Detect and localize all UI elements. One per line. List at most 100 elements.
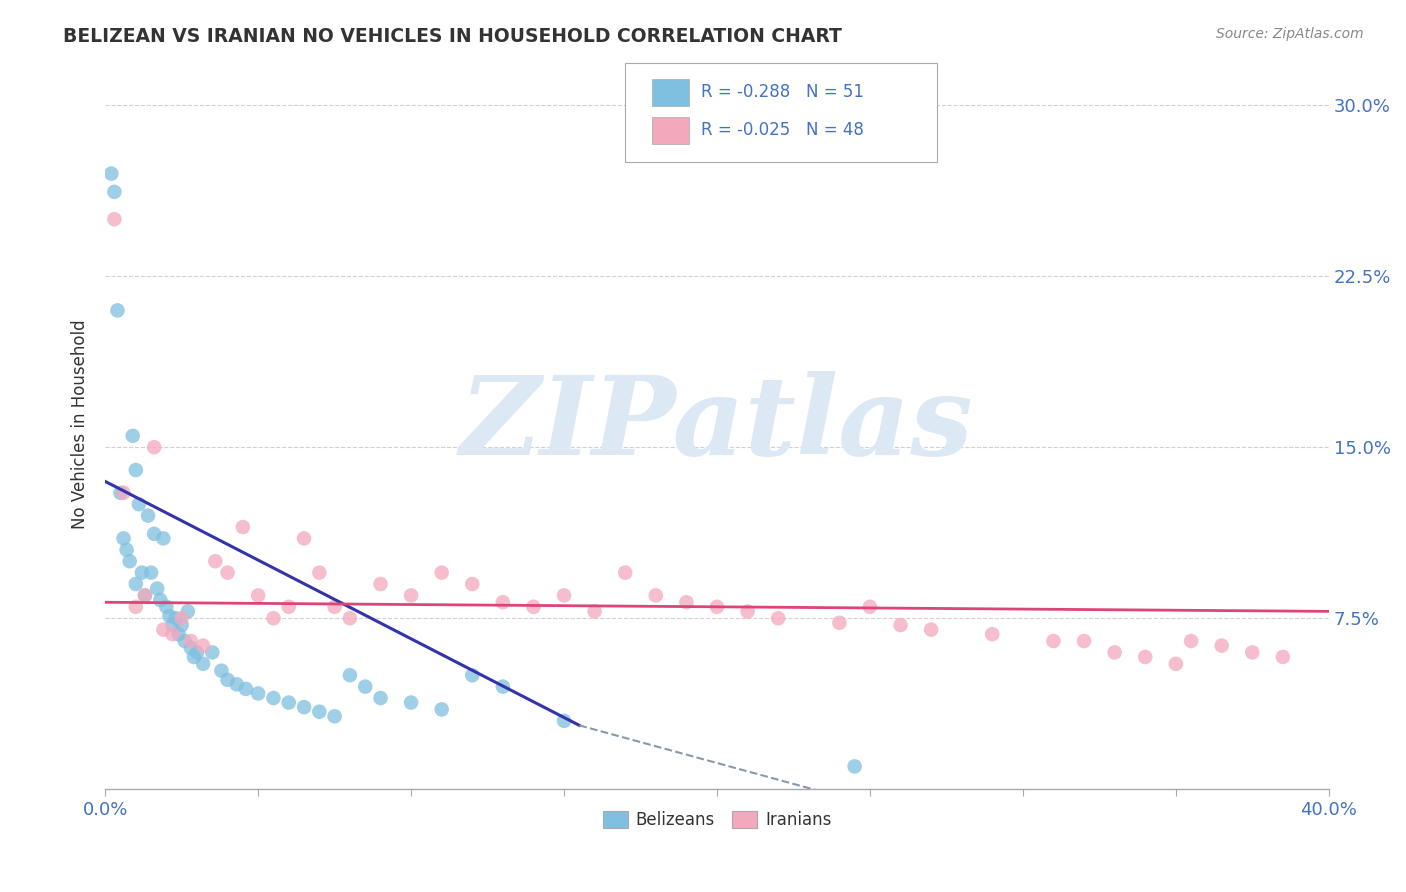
Text: Source: ZipAtlas.com: Source: ZipAtlas.com xyxy=(1216,27,1364,41)
Point xyxy=(167,627,190,641)
Point xyxy=(354,680,377,694)
FancyBboxPatch shape xyxy=(652,117,689,145)
Point xyxy=(152,532,174,546)
Point xyxy=(149,593,172,607)
Text: ZIPatlas: ZIPatlas xyxy=(460,371,974,478)
Point xyxy=(1271,650,1294,665)
Point xyxy=(204,554,226,568)
Point xyxy=(247,589,270,603)
Point xyxy=(644,589,666,603)
Point xyxy=(737,604,759,618)
Point xyxy=(461,668,484,682)
Point xyxy=(155,599,177,614)
Point xyxy=(308,566,330,580)
Point xyxy=(118,554,141,568)
Point xyxy=(1042,634,1064,648)
Point xyxy=(262,611,284,625)
Point xyxy=(211,664,233,678)
Point xyxy=(339,611,361,625)
Point xyxy=(107,303,129,318)
Point xyxy=(159,609,181,624)
Point xyxy=(277,696,299,710)
Point xyxy=(675,595,697,609)
Point xyxy=(110,485,132,500)
Y-axis label: No Vehicles in Household: No Vehicles in Household xyxy=(72,319,89,529)
Point xyxy=(292,532,315,546)
Point xyxy=(461,577,484,591)
Point xyxy=(103,212,125,227)
Point xyxy=(614,566,637,580)
Point xyxy=(430,566,453,580)
Point xyxy=(183,650,205,665)
Point xyxy=(1164,657,1187,671)
Point xyxy=(1073,634,1095,648)
Point xyxy=(292,700,315,714)
Point xyxy=(146,582,169,596)
Point xyxy=(139,566,162,580)
Point xyxy=(134,589,156,603)
Point xyxy=(920,623,942,637)
FancyBboxPatch shape xyxy=(652,78,689,106)
Point xyxy=(165,611,187,625)
Point xyxy=(217,673,239,687)
Point xyxy=(1211,639,1233,653)
Point xyxy=(180,634,202,648)
Point xyxy=(1180,634,1202,648)
Point xyxy=(583,604,606,618)
Point xyxy=(553,714,575,728)
Point xyxy=(180,640,202,655)
Point xyxy=(399,589,422,603)
Point xyxy=(766,611,789,625)
Point xyxy=(173,634,195,648)
Point xyxy=(103,185,125,199)
Point xyxy=(370,691,392,706)
Point xyxy=(121,429,143,443)
Point xyxy=(191,657,214,671)
Point xyxy=(323,709,346,723)
FancyBboxPatch shape xyxy=(626,63,938,161)
Point xyxy=(170,618,193,632)
Point xyxy=(1135,650,1157,665)
Point xyxy=(177,604,200,618)
Point xyxy=(134,589,156,603)
Point xyxy=(170,611,193,625)
Point xyxy=(131,566,153,580)
Point xyxy=(162,618,184,632)
Point xyxy=(191,639,214,653)
Point xyxy=(492,595,515,609)
Point xyxy=(125,599,148,614)
Point xyxy=(323,599,346,614)
Point xyxy=(828,615,851,630)
Point xyxy=(889,618,911,632)
Point xyxy=(125,463,148,477)
Point xyxy=(553,589,575,603)
Point xyxy=(370,577,392,591)
Point xyxy=(339,668,361,682)
Point xyxy=(1104,645,1126,659)
Point xyxy=(399,696,422,710)
Point xyxy=(308,705,330,719)
Point xyxy=(100,167,122,181)
Point xyxy=(143,440,166,454)
Point xyxy=(225,677,247,691)
Point xyxy=(186,645,208,659)
Point xyxy=(247,686,270,700)
Text: R = -0.025   N = 48: R = -0.025 N = 48 xyxy=(702,121,863,139)
Point xyxy=(277,599,299,614)
Legend: Belizeans, Iranians: Belizeans, Iranians xyxy=(596,804,838,836)
Point xyxy=(262,691,284,706)
Point xyxy=(201,645,224,659)
Point xyxy=(981,627,1004,641)
Point xyxy=(844,759,866,773)
Text: R = -0.288   N = 51: R = -0.288 N = 51 xyxy=(702,84,865,102)
Point xyxy=(217,566,239,580)
Point xyxy=(112,532,135,546)
Point xyxy=(115,542,138,557)
Point xyxy=(522,599,544,614)
Point xyxy=(128,497,150,511)
Point xyxy=(859,599,882,614)
Point xyxy=(125,577,148,591)
Point xyxy=(492,680,515,694)
Point xyxy=(136,508,159,523)
Point xyxy=(706,599,728,614)
